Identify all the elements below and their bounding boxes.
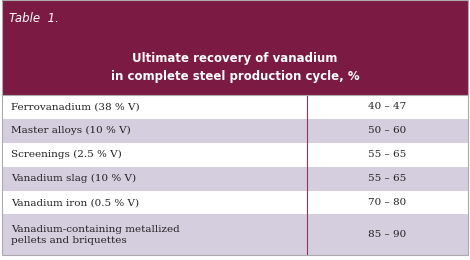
Text: Screenings (2.5 % V): Screenings (2.5 % V) (11, 150, 122, 159)
Text: Ultimate recovery of vanadium
in complete steel production cycle, %: Ultimate recovery of vanadium in complet… (111, 52, 359, 83)
Text: Master alloys (10 % V): Master alloys (10 % V) (11, 126, 131, 135)
Text: Vanadium iron (0.5 % V): Vanadium iron (0.5 % V) (11, 198, 139, 207)
Text: Table  1.: Table 1. (9, 12, 59, 25)
Text: Vanadium-containing metallized
pellets and briquettes: Vanadium-containing metallized pellets a… (11, 225, 180, 245)
Bar (2, 191, 468, 214)
Text: Ferrovanadium (38 % V): Ferrovanadium (38 % V) (11, 102, 140, 111)
Text: 50 – 60: 50 – 60 (368, 126, 407, 135)
Text: 55 – 65: 55 – 65 (368, 150, 407, 159)
Bar (2, 95, 468, 119)
Bar (2, 167, 468, 191)
Text: 55 – 65: 55 – 65 (368, 174, 407, 183)
Text: Vanadium slag (10 % V): Vanadium slag (10 % V) (11, 174, 136, 183)
Text: 85 – 90: 85 – 90 (368, 230, 407, 239)
Bar (2, 119, 468, 143)
Text: 40 – 47: 40 – 47 (368, 102, 407, 111)
Text: 70 – 80: 70 – 80 (368, 198, 407, 207)
Bar (2, 214, 468, 255)
Bar (2, 0, 468, 95)
Bar (2, 143, 468, 167)
